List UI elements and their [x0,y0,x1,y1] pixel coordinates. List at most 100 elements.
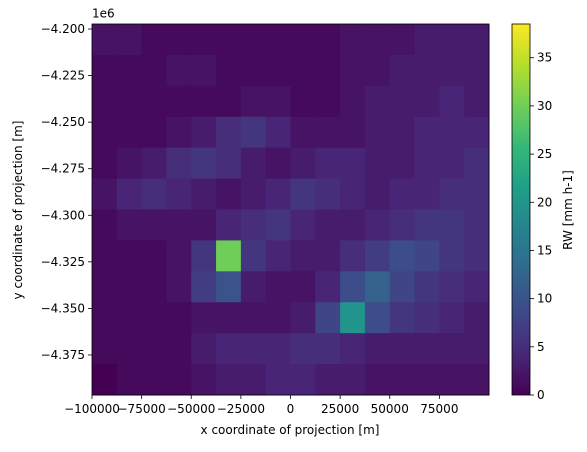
heatmap-cell [216,24,242,56]
heatmap-cell [364,364,391,396]
y-tick-label: −4.225 [41,69,85,83]
heatmap-cell [116,271,143,303]
heatmap-cell [166,302,192,334]
heatmap-cell [439,54,465,87]
heatmap-cell [141,85,167,118]
heatmap-cell [464,85,490,118]
heatmap-cell [116,85,143,118]
heatmap-cell [464,178,490,210]
heatmap-cell [439,364,465,396]
heatmap-cell [340,209,366,241]
heatmap-cell [364,209,391,241]
heatmap-cell [92,178,118,210]
heatmap-cell [340,85,366,118]
y-tick-label: −4.325 [41,255,85,269]
heatmap-cell [389,54,416,87]
heatmap-cell [265,85,291,118]
heatmap-cell [464,302,490,334]
heatmap-cell [290,302,316,334]
colorbar-tick-label: 30 [537,99,552,113]
heatmap-cell [315,116,341,149]
y-tick-label: −4.350 [41,301,85,315]
heatmap-cell [216,178,242,210]
heatmap-cell [315,85,341,118]
heatmap-cell [290,364,316,396]
heatmap-cell [265,24,291,56]
heatmap-cell [439,147,465,180]
heatmap-cell [464,209,490,241]
offset-label: 1e6 [92,7,115,21]
x-tick-label: 25000 [321,402,359,416]
y-tick-label: −4.375 [41,348,85,362]
heatmap-cell [216,364,242,396]
y-axis-label: y coordinate of projection [m] [11,121,25,300]
heatmap-cell [116,24,143,56]
heatmap-cell [364,302,391,334]
heatmap-cell [265,271,291,303]
y-tick-label: −4.250 [41,115,85,129]
heatmap-cell [166,116,192,149]
heatmap-cell [364,240,391,272]
heatmap-cell [414,240,440,272]
heatmap-cell [166,271,192,303]
heatmap-cell [240,209,267,241]
heatmap-cell [240,240,267,272]
heatmap-cell [166,209,192,241]
heatmap-cell [389,302,416,334]
colorbar [511,23,531,396]
heatmap-cell [141,209,167,241]
heatmap-cell [340,54,366,87]
heatmap-cell [191,54,217,87]
heatmap-cell [389,240,416,272]
heatmap-cell [216,116,242,149]
heatmap-cell [439,85,465,118]
heatmap-cell [116,178,143,210]
heatmap-cell [265,240,291,272]
heatmap-cell [414,209,440,241]
heatmap-cell [141,24,167,56]
heatmap-cell [265,116,291,149]
heatmap-cell [315,209,341,241]
heatmap-cell [240,333,267,365]
heatmap-cell [141,302,167,334]
colorbar-tick-label: 20 [537,195,552,209]
heatmap-cell [290,147,316,180]
heatmap-cell [364,178,391,210]
heatmap-cell [414,271,440,303]
heatmap-cell [364,24,391,56]
heatmap-cell [191,209,217,241]
heatmap-cell [389,333,416,365]
heatmap-cell [240,24,267,56]
heatmap-cell [216,240,242,272]
colorbar-tick-label: 5 [537,340,545,354]
heatmap-cell [166,24,192,56]
colorbar-label: RW [mm h-1] [561,170,575,250]
heatmap-cell [414,302,440,334]
heatmap-cell [92,364,118,396]
heatmap-cell [265,302,291,334]
heatmap-cell [141,116,167,149]
heatmap-cell [191,333,217,365]
heatmap-cell [439,302,465,334]
heatmap-cell [116,209,143,241]
heatmap-cell [166,85,192,118]
heatmap-cell [191,240,217,272]
heatmap-cell [414,85,440,118]
heatmap-cell [92,116,118,149]
heatmap-cell [92,333,118,365]
heatmap-cell [191,24,217,56]
heatmap-cell [315,364,341,396]
heatmap-cell [240,271,267,303]
heatmap-cell [315,54,341,87]
heatmap-cell [141,364,167,396]
heatmap-cell [191,147,217,180]
heatmap-cell [439,271,465,303]
heatmap-cell [439,116,465,149]
heatmap-cell [290,209,316,241]
heatmap-cell [92,85,118,118]
heatmap-cell [166,178,192,210]
heatmap-cell [191,178,217,210]
heatmap-cell [141,271,167,303]
heatmap-cell [439,24,465,56]
